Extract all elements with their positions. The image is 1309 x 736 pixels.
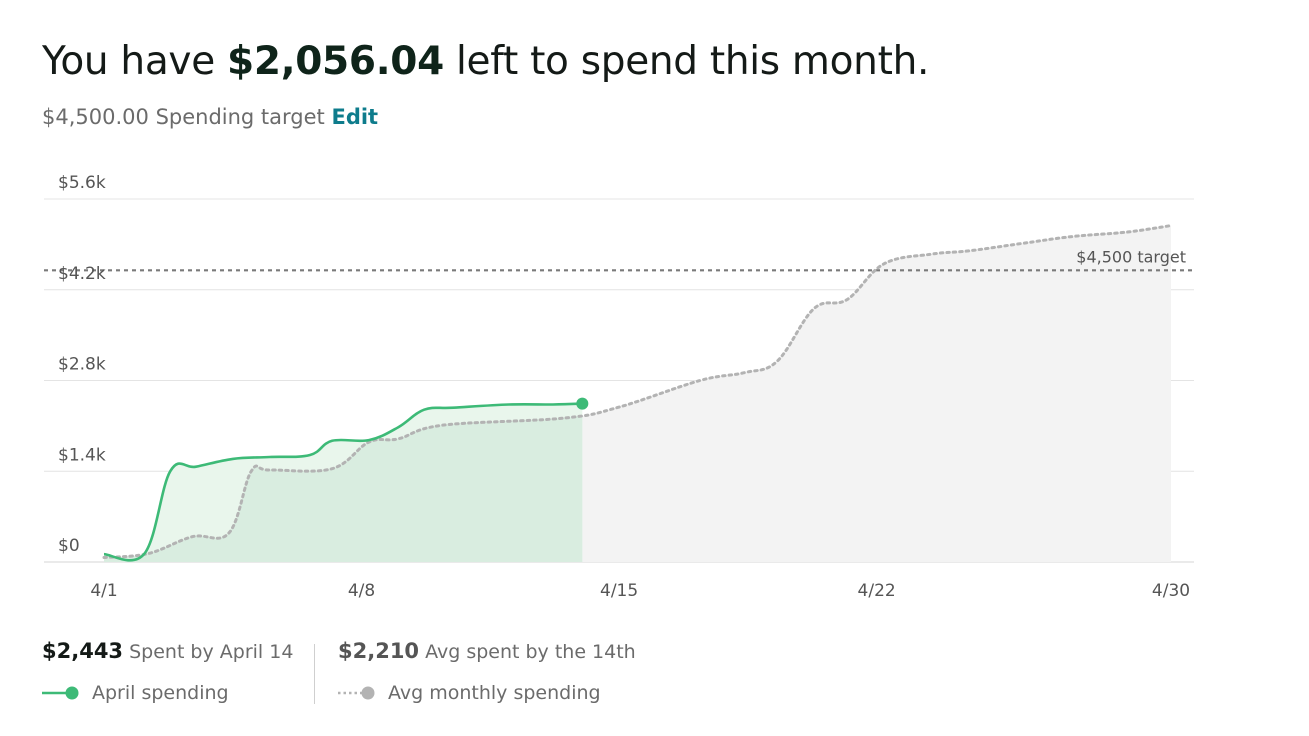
legend-avg-label: Avg monthly spending xyxy=(388,682,601,704)
remaining-amount: $2,056.04 xyxy=(227,39,444,84)
edit-target-link[interactable]: Edit xyxy=(331,105,379,129)
target-label: $4,500 target xyxy=(1076,247,1186,266)
series-lines xyxy=(102,224,1173,562)
avg-summary: $2,210 Avg spent by the 14th xyxy=(338,636,636,667)
x-tick-label: 4/15 xyxy=(600,581,638,601)
title-prefix: You have xyxy=(42,39,228,84)
spending-target-row: $4,500.00 Spending target Edit xyxy=(42,102,378,132)
spending-chart: $4,500 target $0 $1.4k $2.8k $4.2k $5.6k 4/1 4… xyxy=(44,173,1194,601)
avg-area xyxy=(582,225,1171,562)
axis-labels: $0 $1.4k $2.8k $4.2k $5.6k 4/1 4/8 4/15 4/22 4/30 xyxy=(58,173,1190,601)
april-end-point xyxy=(576,397,589,410)
area-fills xyxy=(104,225,1171,562)
legend-april-swatch xyxy=(42,686,79,700)
spent-label: Spent by April 14 xyxy=(123,641,294,663)
spent-summary: $2,443 Spent by April 14 xyxy=(42,636,293,667)
y-tick-label: $1.4k xyxy=(58,445,106,465)
y-tick-label: $2.8k xyxy=(58,355,106,375)
legend-april-label: April spending xyxy=(92,682,229,704)
x-tick-label: 4/1 xyxy=(90,581,117,601)
y-tick-label: $0 xyxy=(58,536,80,556)
x-tick-label: 4/30 xyxy=(1152,581,1190,601)
legend-avg: Avg monthly spending xyxy=(338,678,601,708)
target-label: Spending target xyxy=(148,105,332,129)
y-tick-label: $4.2k xyxy=(58,264,106,284)
page-title: You have $2,056.04 left to spend this mo… xyxy=(42,36,929,88)
y-tick-label: $5.6k xyxy=(58,173,106,193)
overlap-area xyxy=(104,415,583,562)
legend-avg-swatch xyxy=(338,686,375,700)
x-tick-label: 4/22 xyxy=(858,581,896,601)
legend-april: April spending xyxy=(42,678,229,708)
x-tick-label: 4/8 xyxy=(348,581,375,601)
spent-amount: $2,443 xyxy=(42,639,124,663)
target-line-group: $4,500 target xyxy=(44,247,1194,272)
avg-label: Avg spent by the 14th xyxy=(419,641,636,663)
summary-divider xyxy=(314,644,315,704)
target-amount: $4,500.00 xyxy=(42,105,149,129)
avg-amount: $2,210 xyxy=(338,639,420,663)
avg-series-line xyxy=(102,224,1173,559)
april-series-line xyxy=(103,402,583,562)
title-suffix: left to spend this month. xyxy=(443,39,930,84)
